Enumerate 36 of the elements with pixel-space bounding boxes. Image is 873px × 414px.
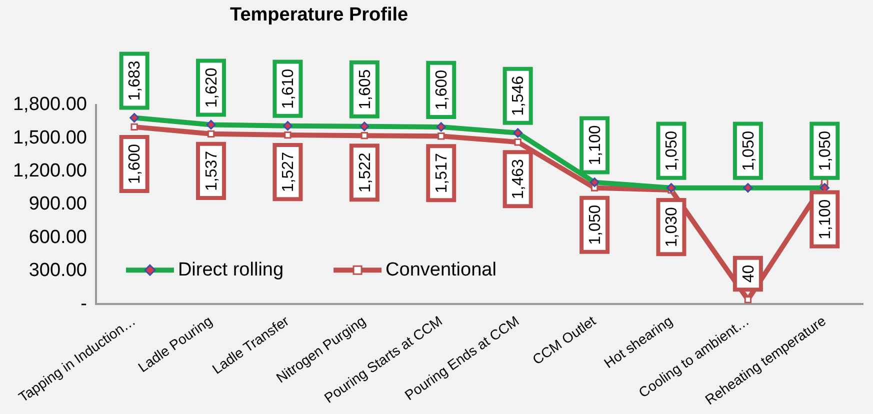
data-label: 1,600 <box>434 70 451 110</box>
data-label: 1,600 <box>126 144 144 184</box>
data-label: 1,537 <box>203 150 220 191</box>
y-tick-label: - <box>80 293 87 314</box>
data-label: 1,100 <box>586 125 604 166</box>
y-tick-label: 1,500.00 <box>12 127 87 148</box>
data-label: 1,546 <box>510 76 528 116</box>
data-label: 1,050 <box>817 130 834 171</box>
y-tick-label: 300.00 <box>28 260 87 282</box>
data-label: 1,527 <box>280 152 298 192</box>
data-label: 1,100 <box>817 199 834 240</box>
data-label: 1,605 <box>356 69 374 110</box>
legend-label: Direct rolling <box>178 259 284 280</box>
point <box>360 132 368 140</box>
data-label: 1,050 <box>740 130 758 171</box>
y-tick-label: 900.00 <box>28 194 87 215</box>
data-label: 1,517 <box>434 153 451 194</box>
data-label: 1,620 <box>203 68 220 108</box>
chart-title: Temperature Profile <box>230 4 408 26</box>
legend-label: Conventional <box>386 259 496 280</box>
data-label: 1,463 <box>510 159 528 200</box>
data-label: 1,610 <box>280 68 298 109</box>
data-label: 1,050 <box>586 204 604 245</box>
data-label: 1,030 <box>664 206 681 248</box>
y-tick-label: 600.00 <box>28 226 87 248</box>
y-tick-label: 1,200.00 <box>12 160 87 182</box>
data-label: 1,050 <box>664 130 681 171</box>
point <box>284 131 292 139</box>
y-tick-label: 1,800.00 <box>12 94 87 116</box>
point <box>438 132 445 140</box>
point <box>207 130 215 138</box>
point <box>514 138 522 146</box>
data-label: 40 <box>740 264 758 283</box>
point <box>130 123 138 131</box>
data-label: 1,683 <box>126 60 144 101</box>
data-label: 1,522 <box>356 152 374 193</box>
